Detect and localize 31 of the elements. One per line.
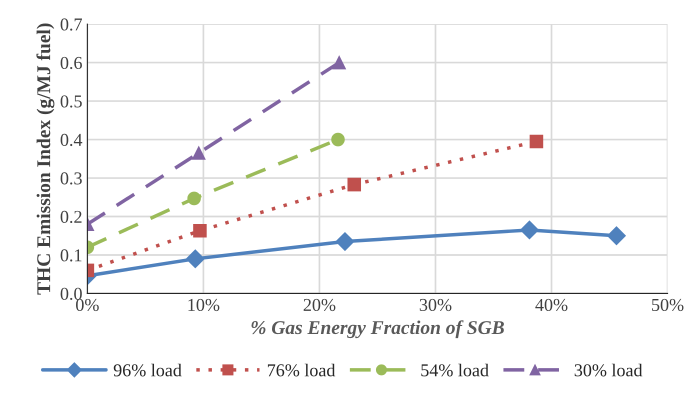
point [530, 134, 544, 148]
legend-label: 76% load [268, 364, 336, 376]
point [336, 232, 354, 251]
x-tick-label: 40% [535, 298, 568, 312]
point [332, 56, 346, 70]
point [192, 146, 206, 160]
y-tick-label: 0.4 [60, 134, 82, 146]
legend-label: 54% load [421, 364, 489, 376]
point [331, 132, 345, 146]
y-tick-label: 0.6 [60, 56, 82, 70]
point [186, 249, 205, 268]
x-tick-label: 20% [304, 298, 336, 312]
y-axis-title: THC Emission Index (g/MJ fuel) [36, 24, 54, 295]
x-tick-label: 30% [420, 298, 452, 312]
y-tick-label: 0.7 [60, 18, 82, 31]
legend-label: 96% load [114, 364, 182, 376]
point [520, 220, 539, 240]
point [187, 192, 201, 206]
point [607, 226, 626, 246]
y-tick-label: 0.2 [60, 210, 82, 224]
y-tick-label: 0.5 [60, 95, 82, 108]
y-tick-label: 0.3 [60, 172, 82, 185]
y-tick-label: 0.1 [60, 249, 82, 262]
point [347, 178, 362, 192]
x-tick-label: 50% [652, 298, 684, 312]
legend-label: 30% load [574, 364, 642, 376]
x-tick-label: 0% [76, 298, 99, 312]
point [193, 224, 207, 238]
y-tick-label: 0.0 [60, 288, 82, 300]
x-axis-title: % Gas Energy Fraction of SGB [252, 320, 504, 338]
x-tick-label: 10% [188, 298, 220, 312]
